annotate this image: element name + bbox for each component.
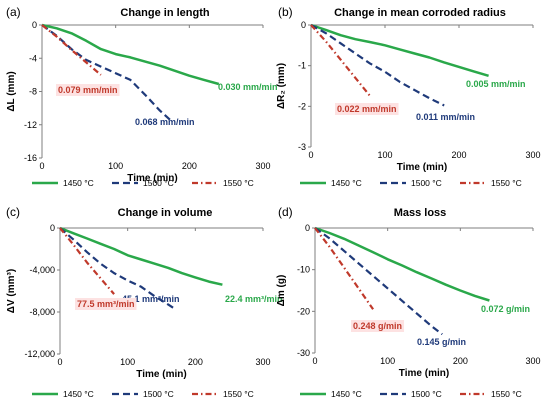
x-tick-label: 0 [308,150,313,160]
rate-annotation: 0.011 mm/min [416,112,475,122]
x-tick-label: 100 [108,161,123,171]
legend: 1450 °C 1500 °C 1550 °C [32,178,254,188]
y-tick-label: 0 [301,20,306,30]
y-tick-label: -16 [24,153,37,163]
rate-annotation: 0.145 g/min [417,337,466,347]
series-line-1500 [59,227,176,310]
x-tick-label: 200 [453,356,468,366]
legend-label: 1550 °C [491,178,522,188]
y-axis-title: ΔR₂ (mm) [276,63,287,109]
y-tick-label: -12 [24,120,37,130]
x-tick-label: 200 [182,161,197,171]
x-tick-label: 200 [188,357,203,367]
series-line-1550 [59,227,115,295]
chart-title: Change in length [120,7,210,19]
legend-label: 1550 °C [223,178,254,188]
series-line-1500 [41,24,172,122]
legend-label: 1450 °C [331,389,362,399]
legend: 1450 °C 1500 °C 1550 °C [32,389,254,399]
rate-annotation: 22.4 mm³/min [225,294,283,304]
y-tick-label: -1 [298,61,306,71]
y-tick-label: -4 [29,53,37,63]
series-line-1550 [310,24,372,97]
legend-label: 1450 °C [63,389,94,399]
rate-annotation: 0.079 mm/min [58,85,118,95]
x-axis-title: Time (min) [399,368,449,379]
series-line-1450 [314,226,490,302]
y-axis-title: ΔL (mm) [6,71,17,111]
legend-label: 1500 °C [411,389,442,399]
series-line-1450 [59,226,223,286]
y-tick-label: -12,000 [24,349,55,359]
y-tick-label: -10 [297,265,310,275]
x-tick-label: 200 [451,150,466,160]
y-tick-label: 0 [305,223,310,233]
series-line-1500 [314,227,443,336]
y-tick-label: -3 [298,142,306,152]
chart-title: Change in volume [118,207,213,219]
y-tick-label: 0 [50,223,55,233]
chart-title: Change in mean corroded radius [334,7,506,19]
chart-title: Mass loss [394,207,447,219]
x-tick-label: 0 [312,356,317,366]
series-line-1450 [41,23,220,86]
x-tick-label: 100 [120,357,135,367]
legend: 1450 °C 1500 °C 1550 °C [300,178,522,188]
annotation-background [75,298,137,310]
annotation-background [335,103,399,115]
x-axis-title: Time (min) [136,369,186,380]
panel-letter: (c) [6,205,20,219]
legend-label: 1550 °C [491,389,522,399]
series-line-1550 [41,24,102,76]
panel-letter: (b) [278,5,293,19]
legend-label: 1500 °C [143,389,174,399]
legend-label: 1550 °C [223,389,254,399]
legend-label: 1500 °C [143,178,174,188]
x-axis-title: Time (min) [397,162,447,173]
x-tick-label: 300 [525,356,540,366]
x-tick-label: 100 [380,356,395,366]
legend-label: 1500 °C [411,178,442,188]
x-tick-label: 300 [255,161,270,171]
y-tick-label: -4,000 [29,265,55,275]
panel-letter: (d) [278,205,293,219]
series-line-1500 [310,24,445,107]
chart-panel-3: (c) Change in volume0-4,000-8,000-12,0000… [6,205,283,399]
x-tick-label: 100 [377,150,392,160]
legend-label: 1450 °C [63,178,94,188]
series-line-1450 [310,23,489,77]
x-tick-label: 300 [525,150,540,160]
y-axis-title: ΔV (mm³) [6,269,17,313]
legend: 1450 °C 1500 °C 1550 °C [300,389,522,399]
legend-label: 1450 °C [331,178,362,188]
x-tick-label: 0 [39,161,44,171]
y-axis-title: Δm (g) [276,275,287,307]
y-tick-label: -30 [297,348,310,358]
y-tick-label: -20 [297,306,310,316]
y-tick-label: -2 [298,101,306,111]
x-axis-title: Time (min) [127,173,177,184]
rate-annotation: 0.022 mm/min [337,104,397,114]
rate-annotation: 77.5 mm³/min [77,299,135,309]
rate-annotation: 0.030 mm/min [218,82,278,92]
chart-panel-2: (b) Change in mean corroded radius 0 -1 -2 -3… [276,5,541,188]
y-tick-label: 0 [32,20,37,30]
rate-annotation: 0.005 mm/min [466,79,526,89]
rate-annotation: 0.072 g/min [481,304,530,314]
series-line-1550 [314,227,375,310]
annotation-background [56,84,120,96]
annotation-background [351,320,405,332]
rate-annotation: 0.068 mm/min [135,117,195,127]
rate-annotation: 45.1 mm³/min [122,294,180,304]
y-tick-label: -8 [29,87,37,97]
x-tick-label: 300 [255,357,270,367]
rate-annotation: 0.248 g/min [353,321,402,331]
panel-letter: (a) [6,5,21,19]
y-tick-label: -8,000 [29,307,55,317]
x-tick-label: 0 [57,357,62,367]
